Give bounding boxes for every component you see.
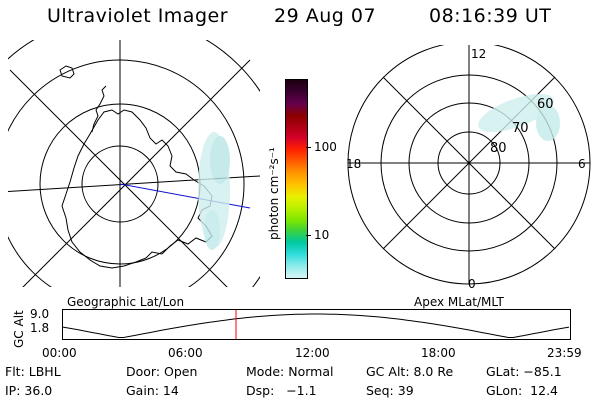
alt-xtick-1800: 18:00 [421,346,456,360]
right-map-caption: Apex MLat/MLT [414,295,504,309]
mlt-label-18: 18 [346,157,362,171]
mlat-label-70: 70 [512,121,529,136]
alt-xtick-2359: 23:59 [547,346,582,360]
mlat-label-80: 80 [490,141,507,156]
info-filter: Flt: LBHL [5,364,61,379]
mlt-label-6: 6 [578,157,586,171]
date-label: 29 Aug 07 [274,5,377,27]
island-coast [59,65,75,79]
info-glon: GLon: 12.4 [486,383,558,398]
mlt-label-12: 12 [471,47,487,61]
info-gc-alt: GC Alt: 8.0 Re [366,364,454,379]
colorbar-tick-10: 10 [314,228,330,242]
altitude-curve [62,313,570,338]
colorbar-label: photon cm⁻²s⁻¹ [267,147,281,240]
altitude-plot [62,309,571,340]
alt-ytick-high: 9.0 [30,307,50,321]
info-seq: Seq: 39 [366,383,414,398]
track-line [119,183,251,209]
alt-plot-ylabel: GC Alt [12,310,26,348]
alt-xtick-0600: 06:00 [168,346,203,360]
colorbar-tick-100: 100 [314,140,337,154]
info-glat: GLat: −85.1 [486,364,562,379]
apex-map [347,45,591,285]
mlat-label-60: 60 [537,97,554,112]
coastline [61,109,213,269]
info-gain: Gain: 14 [126,383,179,398]
app-title: Ultraviolet Imager [47,5,229,27]
geographic-map [8,40,260,287]
info-ip: IP: 36.0 [5,383,53,398]
alt-xtick-0000: 00:00 [42,346,77,360]
info-dsp: Dsp: −1.1 [246,383,317,398]
aurora-emission [478,94,560,141]
aurora-emission [198,132,230,250]
meridian-line [22,59,251,287]
time-label: 08:16:39 UT [429,5,552,27]
colorbar [285,79,308,279]
info-mode: Mode: Normal [246,364,334,379]
alt-xtick-1200: 12:00 [295,346,330,360]
alt-ytick-low: 1.8 [30,321,50,335]
info-door: Door: Open [126,364,198,379]
mlt-label-0: 0 [468,277,476,291]
left-map-caption: Geographic Lat/Lon [67,295,185,309]
peninsula-coast [91,85,107,133]
